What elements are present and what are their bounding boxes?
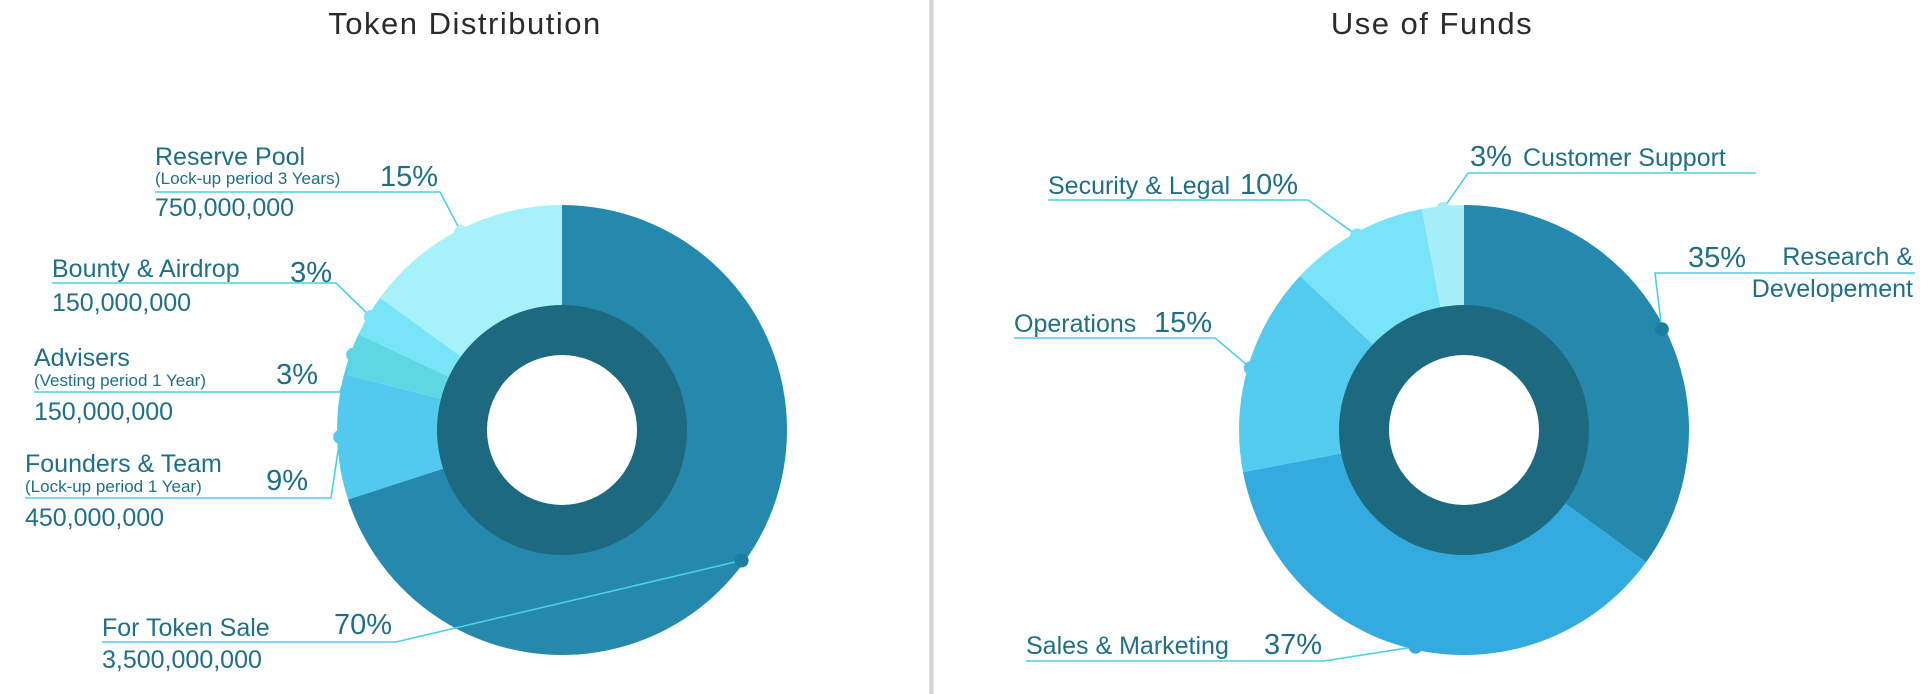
slice-percent: 3%	[276, 359, 318, 391]
leader-line	[25, 436, 341, 499]
use-of-funds-panel: Use of Funds 35% Research & Developement Sa…	[934, 0, 1930, 694]
panel-divider	[929, 0, 934, 694]
slice-percent: 35%	[1688, 242, 1746, 274]
slice-percent: 9%	[266, 465, 308, 497]
slice-percent: 15%	[380, 161, 438, 193]
slice-label: Operations	[1014, 310, 1136, 338]
token-distribution-chart: For Token Sale 70% 3,500,000,000 Founders &…	[25, 143, 787, 674]
slice-percent: 3%	[290, 257, 332, 289]
leader-dot	[454, 225, 469, 240]
slice-percent: 70%	[334, 609, 392, 641]
leader-dot	[1408, 639, 1423, 654]
leader-line	[1026, 645, 1416, 662]
leader-line	[52, 282, 372, 318]
leader-line	[102, 559, 742, 643]
leader-line	[155, 191, 462, 233]
leader-dot	[346, 347, 361, 362]
slice-label: Founders & Team	[25, 450, 222, 478]
slice-label: Advisers	[34, 344, 130, 372]
leader-dot	[1654, 322, 1669, 337]
slice-amount: 450,000,000	[25, 504, 164, 532]
slice-label-line: Research &	[1782, 243, 1913, 271]
slice-amount: 3,500,000,000	[102, 646, 262, 674]
slice-sublabel: (Lock-up period 1 Year)	[25, 477, 202, 496]
slice-label: Sales & Marketing	[1026, 632, 1229, 660]
leader-line	[1654, 272, 1915, 330]
slice-percent: 37%	[1264, 629, 1322, 661]
leader-dot	[1436, 201, 1451, 216]
use-of-funds-chart: 35% Research & Developement Sales & Marketi…	[1014, 141, 1915, 662]
donut-hole	[487, 355, 637, 505]
donut-hole	[1389, 355, 1539, 505]
slice-percent: 10%	[1240, 169, 1298, 201]
slice-amount: 150,000,000	[52, 289, 191, 317]
slice-sublabel: (Lock-up period 3 Years)	[155, 169, 340, 188]
leader-dot	[734, 553, 749, 568]
slice-label: Security & Legal	[1048, 172, 1230, 200]
leader-dot	[363, 309, 378, 324]
slice-sublabel: (Vesting period 1 Year)	[34, 371, 206, 390]
token-distribution-panel: Token Distribution For Token Sale 70% 3,50…	[0, 0, 930, 694]
slice-label: Reserve Pool	[155, 143, 305, 171]
slice-label: Customer Support	[1523, 144, 1726, 172]
chart-title: Token Distribution	[328, 6, 602, 41]
slice-amount: 750,000,000	[155, 194, 294, 222]
chart-title: Use of Funds	[1330, 6, 1534, 41]
slice-percent: 3%	[1470, 141, 1512, 173]
leader-line	[34, 354, 354, 393]
slice-label-line: Developement	[1752, 275, 1913, 303]
slice-label: For Token Sale	[102, 614, 270, 642]
leader-dot	[1350, 228, 1365, 243]
slice-amount: 150,000,000	[34, 398, 173, 426]
leader-line	[1442, 172, 1756, 210]
slice-label: Bounty & Airdrop	[52, 255, 240, 283]
leader-line	[1014, 337, 1252, 369]
leader-dot	[333, 429, 348, 444]
leader-line	[1048, 199, 1358, 237]
leader-dot	[1243, 361, 1258, 376]
slice-percent: 15%	[1154, 307, 1212, 339]
